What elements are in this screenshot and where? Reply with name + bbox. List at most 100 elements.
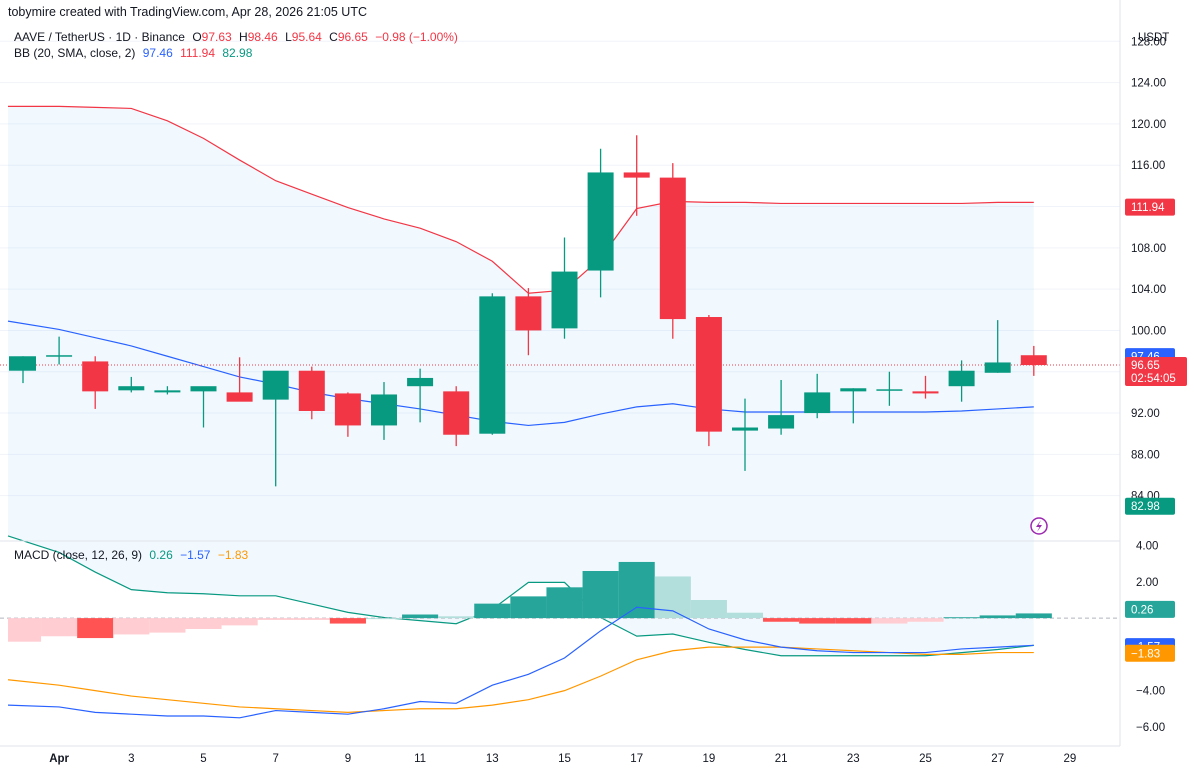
time-tick-label: 19 [703,753,716,765]
histogram-bar [365,618,403,620]
macd-hist-value: 0.26 [149,548,173,562]
bollinger-upper-value: 111.94 [180,46,216,60]
histogram-bar [8,618,42,642]
bollinger-legend[interactable]: BB (20, SMA, close, 2) 97.46 111.94 82.9… [14,46,252,60]
price-tick-label: 128.00 [1131,36,1166,48]
histogram-bar [690,600,727,619]
histogram-bar [77,618,114,639]
macd-signal-tag-bg [1125,644,1175,662]
time-tick-label: Apr [49,753,69,765]
price-tick-label: 92.00 [1131,408,1160,420]
candle-body [298,370,325,411]
histogram-bar [257,618,294,620]
candle-body [82,361,109,392]
candle-body [371,394,397,426]
macd-tick-label: 2.00 [1136,577,1158,589]
time-tick-label: 25 [919,753,932,765]
bb-lower-tag: 82.98 [1131,501,1160,513]
macd-hist-tag-bg [1125,600,1175,618]
time-tick-label: 5 [200,753,206,765]
price-axis-ticks: 128.00124.00120.00116.00112.00108.00104.… [1131,36,1166,502]
histogram-bar [510,596,547,619]
histogram-bar [907,618,944,622]
close-value: 96.65 [337,30,368,44]
low-value: 95.64 [291,30,322,44]
open-label: O [192,30,202,44]
alert-icon[interactable] [1030,517,1048,535]
histogram-bar [763,618,800,622]
candle-body [515,296,542,331]
bollinger-band-fill [8,106,1034,656]
macd-hist-tag: 0.26 [1131,604,1153,616]
macd-legend[interactable]: MACD (close, 12, 26, 9) 0.26 −1.57 −1.83 [14,548,248,562]
histogram-bar [41,618,78,637]
close-label: C [329,30,338,44]
time-tick-label: 15 [558,753,571,765]
candle-body [262,370,289,400]
candle-body [804,392,831,414]
histogram-bar [546,587,583,619]
candle-body [659,177,686,320]
price-tick-label: 116.00 [1131,160,1165,172]
time-tick-label: 21 [775,753,788,765]
macd-label: MACD (close, 12, 26, 9) [14,548,143,562]
price-tick-label: 108.00 [1131,243,1166,255]
time-tick-label: 9 [345,753,351,765]
time-tick-label: 23 [847,753,860,765]
bollinger-lower-line [7,535,1034,657]
histogram-bar [329,618,366,624]
time-tick-label: 17 [630,753,643,765]
price-tick-label: 104.00 [1131,284,1166,296]
candle-body [551,271,578,329]
histogram-bar [835,618,872,624]
histogram-bar [726,612,764,619]
bb-lower-tag-bg [1125,497,1175,515]
open-value: 97.63 [201,30,232,44]
currency-label: USDT [1138,32,1169,44]
candle-body [587,172,614,271]
high-value: 98.46 [247,30,278,44]
candle-body [732,427,758,431]
low-label: L [285,30,292,44]
macd-signal-value: −1.83 [217,548,249,562]
histogram-bar [113,618,150,635]
histogram-bar [438,616,475,619]
bollinger-basis-value: 97.46 [142,46,173,60]
histogram-bar [221,618,258,626]
symbol-legend[interactable]: AAVE / TetherUS · 1D · Binance O97.63 H9… [14,30,458,44]
symbol-title: AAVE / TetherUS · 1D · Binance [14,30,185,44]
price-grid [0,40,1120,497]
time-tick-label: 29 [1064,753,1077,765]
time-tick-label: 13 [486,753,499,765]
chart-credit: tobymire created with TradingView.com, A… [8,5,367,19]
candle-body [479,296,506,434]
histogram-bar [149,618,186,633]
candle-body [695,317,722,432]
macd-line [7,606,1034,719]
candle-body [226,392,253,402]
histogram-bar [943,617,980,619]
macd-signal-line [7,646,1034,713]
price-tick-label: 124.00 [1131,78,1166,90]
candle-body [768,415,795,429]
candles [9,135,1047,487]
time-tick-label: 11 [414,753,426,765]
candle-body [984,362,1011,373]
high-label: H [239,30,248,44]
histogram-bar [799,618,836,624]
candle-body [840,388,867,392]
histogram-bar [582,571,619,619]
time-axis-ticks: Apr 3 5 7 9 11 13 15 17 19 21 23 25 27 29 [49,753,1076,765]
time-tick-label: 7 [272,753,278,765]
bollinger-basis-line [7,320,1034,427]
histogram-bar [474,603,511,619]
axis-value-tags: 111.9497.4696.6502:54:0582.980.26−1.57−1… [1125,198,1187,662]
candle-body [443,391,470,435]
histogram-bar [293,618,330,620]
histogram-bar [979,615,1016,619]
candle-body [912,391,939,394]
candle-body [154,390,181,393]
candle-body [118,386,145,391]
histogram-bar [1015,613,1052,619]
